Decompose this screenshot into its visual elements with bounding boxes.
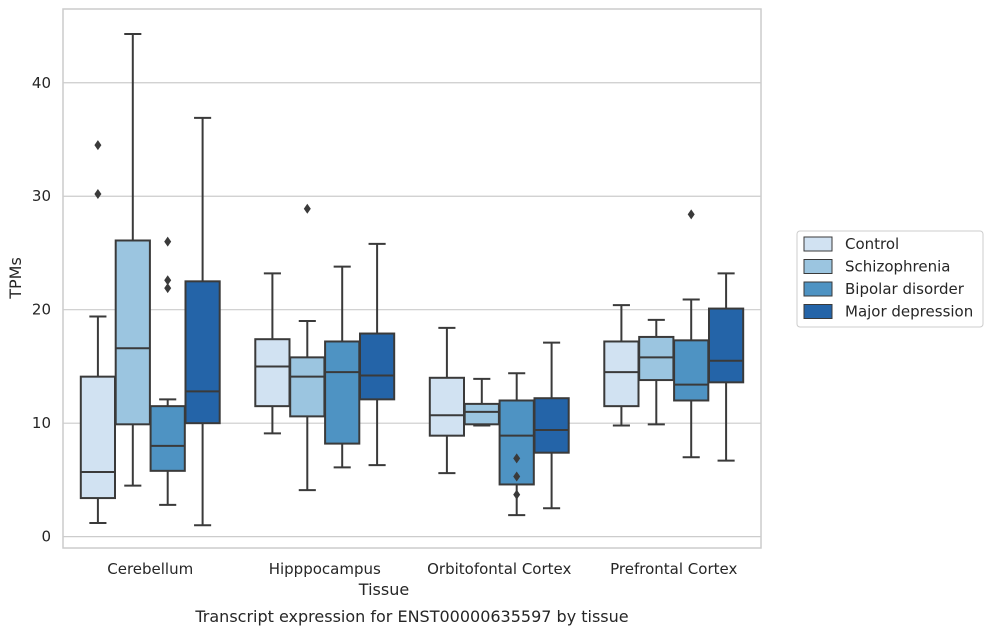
- box-plot: [498, 372, 535, 517]
- box-plot-groups: [79, 32, 745, 527]
- box: [533, 397, 570, 454]
- box-plot: [707, 272, 745, 462]
- y-tick-label: 40: [32, 74, 51, 92]
- plot-frame: [62, 8, 762, 549]
- box-plot: [533, 341, 570, 510]
- box-plot: [358, 242, 396, 467]
- box-plot: [428, 326, 466, 475]
- box: [498, 399, 535, 486]
- box-plot: [184, 116, 221, 527]
- x-tick-label: Cerebellum: [107, 560, 193, 578]
- box: [324, 340, 361, 445]
- legend-swatch: [803, 281, 833, 297]
- box: [184, 280, 221, 425]
- y-axis-label: TPMs: [6, 257, 25, 300]
- box: [638, 335, 675, 382]
- box-plot: [603, 304, 640, 427]
- x-tick-labels: Cerebellum Hipppocampus Orbitofontal Corte…: [107, 560, 737, 578]
- legend-swatch: [803, 304, 833, 319]
- x-axis-label: Tissue: [358, 580, 409, 599]
- legend-swatch: [803, 259, 833, 274]
- outlier-point: [164, 275, 172, 286]
- x-tick-label: Hipppocampus: [269, 560, 381, 578]
- box-plot: [289, 203, 326, 492]
- box-plot: [673, 209, 710, 459]
- box: [673, 339, 710, 402]
- series-schizophrenia: [114, 32, 675, 492]
- x-tick-label: Prefrontal Cortex: [610, 560, 737, 578]
- legend-entry: Control: [845, 235, 899, 253]
- box-plot: [79, 140, 117, 525]
- box-plot: [149, 236, 186, 506]
- box-plot: [254, 272, 291, 435]
- chart-caption: Transcript expression for ENST0000063559…: [194, 607, 628, 626]
- box: [428, 376, 466, 437]
- y-tick-label: 10: [32, 414, 51, 432]
- outlier-point: [687, 209, 695, 220]
- series-bipolar-disorder: [149, 209, 710, 517]
- y-tick-labels: 0 10 20 30 40: [32, 74, 51, 546]
- legend-entry: Schizophrenia: [845, 258, 950, 276]
- box: [149, 405, 186, 472]
- legend-frame: [796, 230, 984, 328]
- series-control: [79, 140, 640, 525]
- box: [114, 239, 151, 426]
- box: [358, 332, 396, 401]
- y-tick-label: 20: [32, 301, 51, 319]
- outlier-point: [303, 203, 311, 214]
- legend: Control Schizophrenia Bipolar disorder Majo…: [796, 230, 984, 328]
- box-plot: [463, 377, 500, 427]
- box-plot: [638, 318, 675, 426]
- outlier-point: [94, 188, 102, 199]
- outlier-point: [164, 236, 172, 247]
- outlier-point: [513, 453, 521, 464]
- series-major-depression: [184, 116, 745, 527]
- y-tick-label: 0: [41, 528, 51, 546]
- box: [707, 307, 745, 384]
- box: [463, 402, 500, 426]
- legend-swatch: [803, 236, 833, 252]
- box-plot: [114, 32, 151, 487]
- outlier-point: [513, 489, 521, 500]
- outlier-point: [164, 283, 172, 294]
- box: [254, 338, 291, 408]
- box-plot: [324, 265, 361, 469]
- legend-entry: Bipolar disorder: [845, 280, 965, 298]
- legend-entry: Major depression: [845, 303, 973, 321]
- outlier-point: [94, 140, 102, 151]
- box: [603, 340, 640, 408]
- box: [289, 356, 326, 418]
- y-tick-label: 30: [32, 187, 51, 205]
- box: [79, 375, 117, 500]
- outlier-point: [513, 471, 521, 482]
- x-tick-label: Orbitofontal Cortex: [427, 560, 571, 578]
